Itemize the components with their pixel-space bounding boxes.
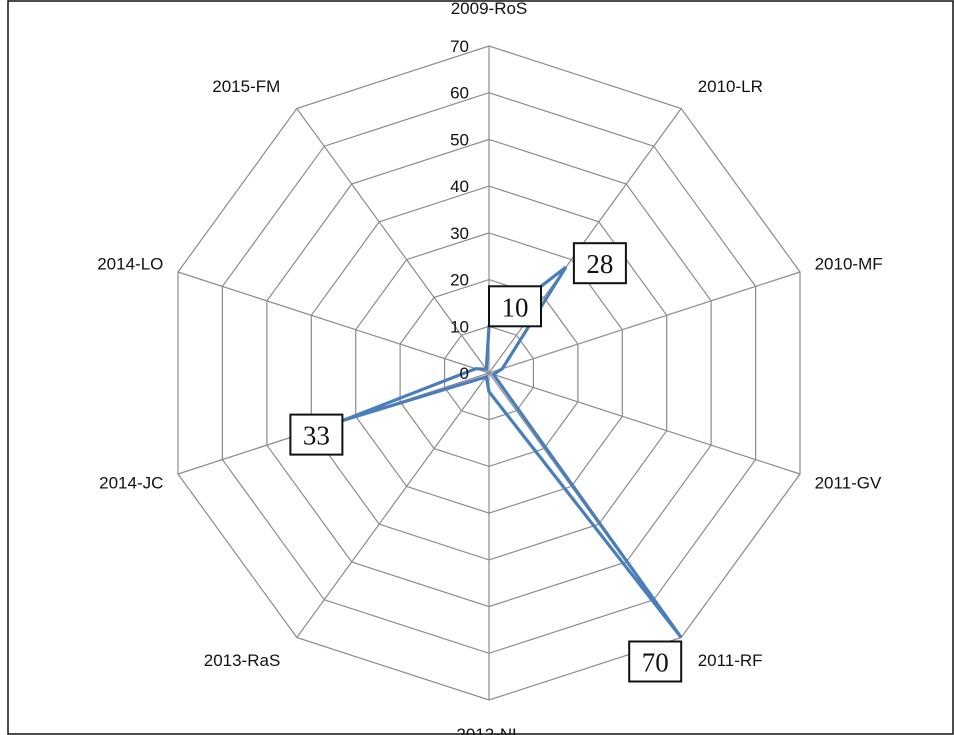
tick-label-40: 40 [450, 177, 469, 196]
category-labels-layer: 2009-RoS 2010-LR 2010-MF 2011-GV 2011-RF 2012… [97, 0, 882, 735]
data-label-box [289, 413, 344, 456]
data-label-text: 70 [642, 648, 669, 678]
tick-label-50: 50 [450, 130, 469, 149]
data-label-2011-RF: 70 [628, 640, 683, 683]
spoke-2013-RaS [296, 372, 490, 638]
category-label-2015-FM: 2015-FM [212, 77, 280, 96]
data-label-2014-JC: 33 [289, 413, 344, 456]
category-label-2012-NL: 2012-NL [456, 725, 521, 735]
reference-line-2010-MF [488, 271, 801, 374]
spoke-2010-LR [488, 108, 682, 374]
category-label-2011-GV: 2011-GV [815, 474, 882, 493]
spoke-2011-GV [488, 372, 801, 475]
data-label-text: 28 [586, 249, 613, 279]
spoke-2014-LO [177, 271, 490, 374]
data-label-box [572, 242, 627, 285]
data-labels-layer: 10 28 33 70 [289, 242, 683, 683]
chart-border [7, 0, 954, 735]
data-label-box [628, 640, 683, 683]
spoke-2015-FM [296, 108, 490, 374]
category-label-2013-RaS: 2013-RaS [204, 651, 281, 670]
category-label-2011-RF: 2011-RF [698, 651, 763, 670]
tick-label-30: 30 [450, 224, 469, 243]
tick-label-60: 60 [450, 84, 469, 103]
category-label-2009-RoS: 2009-RoS [451, 0, 528, 18]
category-label-2014-JC: 2014-JC [99, 474, 163, 493]
tick-label-10: 10 [450, 317, 469, 336]
data-label-2009-RoS: 10 [488, 285, 542, 328]
data-label-text: 10 [502, 292, 529, 322]
category-label-2014-LO: 2014-LO [97, 254, 163, 273]
data-label-2010-LR: 28 [572, 242, 627, 285]
tick-label-20: 20 [450, 271, 469, 290]
category-label-2010-LR: 2010-LR [698, 77, 763, 96]
data-label-box [488, 285, 542, 328]
category-label-2010-MF: 2010-MF [815, 254, 883, 273]
data-label-text: 33 [303, 421, 330, 451]
tick-label-70: 70 [450, 37, 469, 56]
tick-labels-layer: 0 10 20 30 40 50 60 70 [450, 37, 469, 383]
tick-label-0: 0 [460, 364, 469, 383]
